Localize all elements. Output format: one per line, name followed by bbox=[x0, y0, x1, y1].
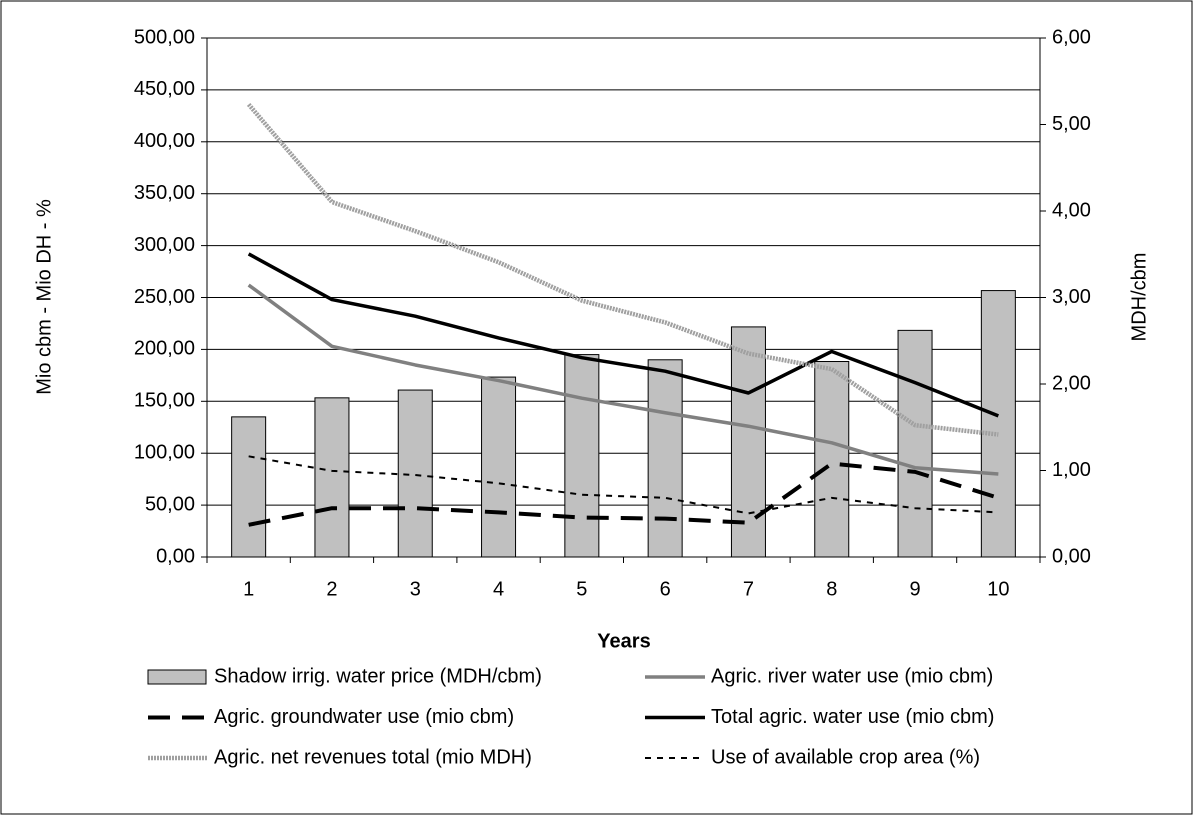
x-tick-label: 9 bbox=[909, 578, 920, 600]
y2-tick-label: 3,00 bbox=[1052, 286, 1091, 308]
bar bbox=[897, 329, 933, 558]
y-tick-label: 300,00 bbox=[134, 234, 195, 256]
x-tick-label: 1 bbox=[243, 578, 254, 600]
x-tick-label: 8 bbox=[826, 578, 837, 600]
line-series bbox=[248, 461, 999, 527]
bar bbox=[647, 359, 683, 558]
y-tick-label: 500,00 bbox=[134, 26, 195, 48]
y-axis-title: Mio cbm - Mio DH - % bbox=[33, 199, 55, 395]
x-axis-title: Years bbox=[597, 630, 650, 652]
x-tick-label: 3 bbox=[410, 578, 421, 600]
y-tick-label: 50,00 bbox=[145, 493, 195, 515]
bar bbox=[980, 290, 1016, 558]
bar bbox=[564, 354, 600, 558]
line-series bbox=[247, 283, 999, 476]
y2-axis-title: MDH/cbm bbox=[1128, 253, 1150, 342]
x-tick-label: 6 bbox=[660, 578, 671, 600]
legend-label: Agric. river water use (mio cbm) bbox=[711, 665, 993, 687]
legend-label: Total agric. water use (mio cbm) bbox=[711, 706, 994, 728]
y-tick-label: 150,00 bbox=[134, 390, 195, 412]
y-tick-label: 450,00 bbox=[134, 78, 195, 100]
y-tick-label: 100,00 bbox=[134, 441, 195, 463]
y-tick-label: 250,00 bbox=[134, 286, 195, 308]
y2-tick-label: 2,00 bbox=[1052, 372, 1091, 394]
y2-tick-label: 5,00 bbox=[1052, 113, 1091, 135]
line-series bbox=[248, 455, 999, 515]
y-tick-label: 400,00 bbox=[134, 130, 195, 152]
legend-swatch bbox=[147, 669, 207, 685]
bar bbox=[481, 376, 517, 558]
y2-tick-label: 1,00 bbox=[1052, 459, 1091, 481]
line-series bbox=[247, 252, 999, 418]
legend-label: Use of available crop area (%) bbox=[711, 746, 980, 768]
x-tick-label: 4 bbox=[493, 578, 504, 600]
bar bbox=[730, 326, 766, 558]
legend-label: Agric. groundwater use (mio cbm) bbox=[214, 706, 514, 728]
y2-tick-label: 0,00 bbox=[1052, 545, 1091, 567]
x-tick-label: 7 bbox=[743, 578, 754, 600]
bar bbox=[314, 397, 350, 558]
x-tick-label: 10 bbox=[987, 578, 1009, 600]
x-tick-label: 2 bbox=[326, 578, 337, 600]
bar bbox=[814, 361, 850, 558]
y-tick-label: 0,00 bbox=[156, 545, 195, 567]
bar bbox=[231, 416, 267, 558]
legend-label: Shadow irrig. water price (MDH/cbm) bbox=[214, 665, 542, 687]
y2-tick-label: 4,00 bbox=[1052, 199, 1091, 221]
legend-label: Agric. net revenues total (mio MDH) bbox=[214, 746, 532, 768]
line-series bbox=[246, 102, 999, 437]
x-tick-label: 5 bbox=[576, 578, 587, 600]
y2-tick-label: 6,00 bbox=[1052, 26, 1091, 48]
y-tick-label: 350,00 bbox=[134, 182, 195, 204]
y-tick-label: 200,00 bbox=[134, 338, 195, 360]
